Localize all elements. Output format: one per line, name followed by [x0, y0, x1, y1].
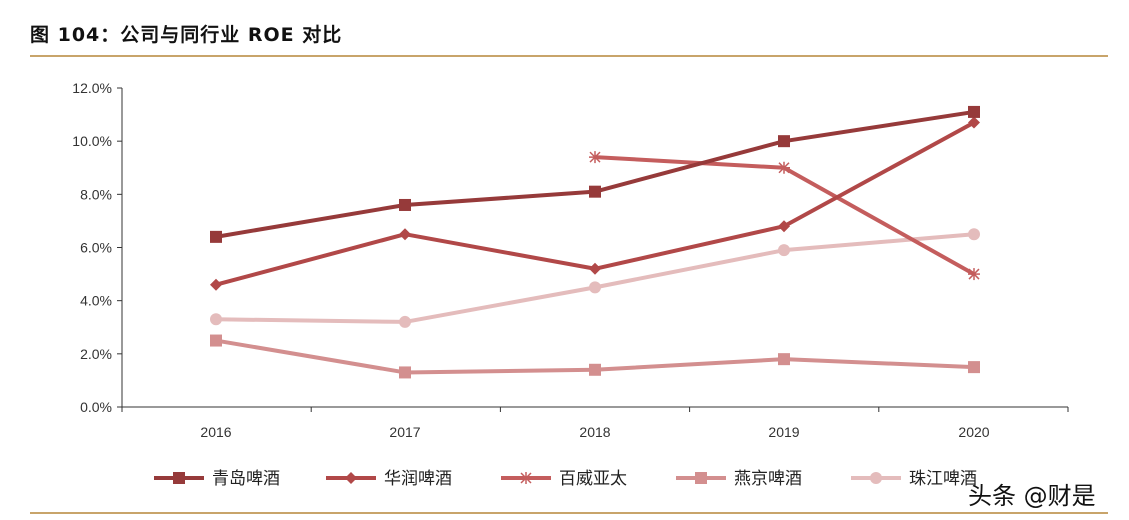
legend-marker — [870, 472, 882, 484]
top-rule — [30, 55, 1108, 57]
legend-label: 燕京啤酒 — [734, 469, 802, 489]
y-tick-label: 12.0% — [72, 80, 112, 96]
data-point — [968, 116, 980, 129]
data-point — [589, 185, 601, 198]
data-point — [968, 105, 980, 118]
data-point — [778, 353, 790, 366]
chart-title: 图 104：公司与同行业 ROE 对比 — [30, 24, 343, 46]
watermark: 头条 @财是 — [968, 482, 1096, 510]
data-point — [778, 244, 790, 257]
legend-marker — [345, 472, 357, 484]
legend-marker — [520, 472, 532, 484]
data-point — [399, 366, 411, 379]
data-point — [589, 262, 601, 275]
data-point — [589, 281, 601, 294]
y-tick-label: 8.0% — [80, 186, 112, 202]
y-tick-label: 10.0% — [72, 133, 112, 149]
legend-label: 华润啤酒 — [384, 469, 452, 489]
legend-label: 百威亚太 — [559, 469, 627, 489]
data-point — [589, 363, 601, 376]
y-tick-label: 6.0% — [80, 240, 112, 256]
data-point — [778, 135, 790, 148]
data-point — [210, 230, 222, 243]
data-point — [778, 220, 790, 233]
data-point — [778, 161, 790, 174]
series-line — [215, 232, 975, 324]
data-point — [399, 198, 411, 211]
data-point — [968, 361, 980, 374]
series-line — [215, 109, 975, 239]
bottom-rule — [30, 512, 1108, 514]
y-tick-label: 0.0% — [80, 399, 112, 415]
data-point — [210, 334, 222, 347]
y-tick-label: 4.0% — [80, 293, 112, 309]
legend-label: 珠江啤酒 — [909, 469, 977, 489]
x-tick-label: 2019 — [768, 424, 799, 440]
data-point — [210, 313, 222, 326]
y-tick-label: 2.0% — [80, 346, 112, 362]
x-tick-label: 2016 — [200, 424, 231, 440]
data-point — [968, 228, 980, 241]
series-line — [215, 120, 975, 287]
x-tick-label: 2020 — [958, 424, 989, 440]
data-point — [589, 151, 601, 164]
data-point — [399, 315, 411, 328]
legend-label: 青岛啤酒 — [212, 469, 280, 489]
x-tick-label: 2017 — [389, 424, 420, 440]
legend-marker — [173, 472, 185, 484]
data-point — [399, 228, 411, 241]
legend-marker — [695, 472, 707, 484]
data-point — [968, 268, 980, 281]
data-point — [210, 278, 222, 291]
x-tick-label: 2018 — [579, 424, 610, 440]
